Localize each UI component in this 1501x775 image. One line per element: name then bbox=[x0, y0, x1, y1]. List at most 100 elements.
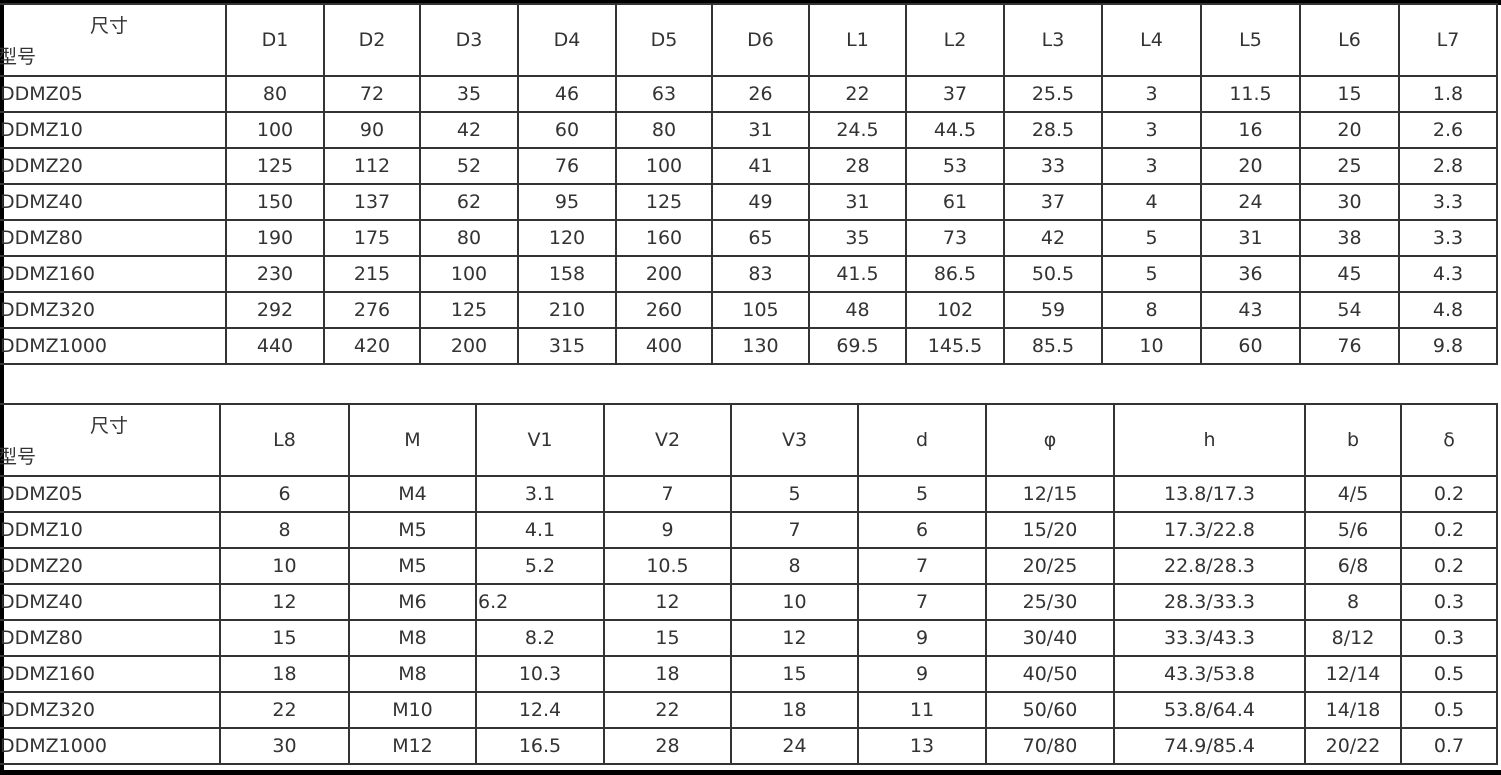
value-cell: 4.8 bbox=[1398, 291, 1498, 329]
value-cell: 5 bbox=[1101, 255, 1202, 293]
value-cell: 43 bbox=[1200, 291, 1301, 329]
column-header: h bbox=[1113, 403, 1306, 477]
value-cell: M10 bbox=[348, 691, 477, 729]
value-cell: 50/60 bbox=[985, 691, 1115, 729]
value-cell: 65 bbox=[711, 219, 810, 257]
model-cell: DDMZ160 bbox=[0, 255, 227, 293]
value-cell: 28.3/33.3 bbox=[1113, 583, 1306, 621]
model-cell: DDMZ10 bbox=[0, 511, 221, 549]
value-cell: M8 bbox=[348, 619, 477, 657]
value-cell: 73 bbox=[905, 219, 1005, 257]
value-cell: 30 bbox=[219, 727, 350, 765]
model-cell: DDMZ20 bbox=[0, 547, 221, 585]
value-cell: 76 bbox=[517, 147, 617, 185]
value-cell: 41 bbox=[711, 147, 810, 185]
value-cell: 25 bbox=[1299, 147, 1400, 185]
value-cell: 0.5 bbox=[1400, 691, 1498, 729]
value-cell: 37 bbox=[905, 75, 1005, 113]
value-cell: 112 bbox=[323, 147, 421, 185]
column-header: D2 bbox=[323, 3, 421, 77]
value-cell: 70/80 bbox=[985, 727, 1115, 765]
value-cell: 69.5 bbox=[808, 327, 907, 365]
column-header: D4 bbox=[517, 3, 617, 77]
value-cell: 9 bbox=[603, 511, 732, 549]
table-row: DDMZ320 22 M10 12.4 22 18 11 50/60 53.8/64.4 14/1… bbox=[0, 691, 1498, 729]
value-cell: M8 bbox=[348, 655, 477, 693]
value-cell: 102 bbox=[905, 291, 1005, 329]
column-header: V2 bbox=[603, 403, 732, 477]
value-cell: 18 bbox=[603, 655, 732, 693]
value-cell: 38 bbox=[1299, 219, 1400, 257]
value-cell: 61 bbox=[905, 183, 1005, 221]
model-cell: DDMZ320 bbox=[0, 291, 227, 329]
corner-header-cell: 尺寸 型号 bbox=[0, 3, 227, 77]
value-cell: 46 bbox=[517, 75, 617, 113]
value-cell: 17.3/22.8 bbox=[1113, 511, 1306, 549]
value-cell: 0.3 bbox=[1400, 619, 1498, 657]
value-cell: 6 bbox=[219, 475, 350, 513]
table-row: DDMZ10 8 M5 4.1 9 7 6 15/20 17.3/22.8 5/6 0.2 bbox=[0, 511, 1498, 549]
value-cell: 33 bbox=[1003, 147, 1103, 185]
model-cell: DDMZ160 bbox=[0, 655, 221, 693]
value-cell: M4 bbox=[348, 475, 477, 513]
table-row: DDMZ05 80 72 35 46 63 26 22 37 25.5 3 11.5 15 1.8 bbox=[0, 75, 1498, 113]
value-cell: 230 bbox=[225, 255, 325, 293]
value-cell: 0.2 bbox=[1400, 475, 1498, 513]
value-cell: 200 bbox=[615, 255, 713, 293]
table-row: DDMZ1000 30 M12 16.5 28 24 13 70/80 74.9/85.4 20/… bbox=[0, 727, 1498, 765]
value-cell: 72 bbox=[323, 75, 421, 113]
size-label: 尺寸 bbox=[90, 15, 129, 37]
value-cell: 74.9/85.4 bbox=[1113, 727, 1306, 765]
value-cell: M12 bbox=[348, 727, 477, 765]
value-cell: 6/8 bbox=[1304, 547, 1402, 585]
value-cell: 83 bbox=[711, 255, 810, 293]
value-cell: 276 bbox=[323, 291, 421, 329]
value-cell: 44.5 bbox=[905, 111, 1005, 149]
value-cell: 35 bbox=[419, 75, 519, 113]
value-cell: 4.3 bbox=[1398, 255, 1498, 293]
value-cell: 18 bbox=[730, 691, 859, 729]
value-cell: 10 bbox=[219, 547, 350, 585]
value-cell: 31 bbox=[711, 111, 810, 149]
value-cell: 12/15 bbox=[985, 475, 1115, 513]
value-cell: 400 bbox=[615, 327, 713, 365]
value-cell: 5.2 bbox=[475, 547, 605, 585]
value-cell: 9.8 bbox=[1398, 327, 1498, 365]
value-cell: 28 bbox=[603, 727, 732, 765]
value-cell: 6.2 bbox=[475, 583, 605, 621]
value-cell: 8 bbox=[219, 511, 350, 549]
value-cell: 158 bbox=[517, 255, 617, 293]
model-cell: DDMZ1000 bbox=[0, 327, 227, 365]
column-header: D5 bbox=[615, 3, 713, 77]
value-cell: 20/25 bbox=[985, 547, 1115, 585]
value-cell: 28 bbox=[808, 147, 907, 185]
model-cell: DDMZ10 bbox=[0, 111, 227, 149]
value-cell: 0.3 bbox=[1400, 583, 1498, 621]
column-header: D3 bbox=[419, 3, 519, 77]
value-cell: 210 bbox=[517, 291, 617, 329]
value-cell: 20 bbox=[1200, 147, 1301, 185]
value-cell: 1.8 bbox=[1398, 75, 1498, 113]
value-cell: 15/20 bbox=[985, 511, 1115, 549]
value-cell: 2.6 bbox=[1398, 111, 1498, 149]
value-cell: 25/30 bbox=[985, 583, 1115, 621]
dimension-table-1: 尺寸 型号 D1 D2 D3 D4 D5 D6 L1 L2 L3 L4 L5 L6 L7 DDMZ05 80 72… bbox=[0, 3, 1498, 365]
value-cell: 0.2 bbox=[1400, 547, 1498, 585]
value-cell: 11 bbox=[857, 691, 987, 729]
table-row: DDMZ80 15 M8 8.2 15 12 9 30/40 33.3/43.3 8/12 0.3 bbox=[0, 619, 1498, 657]
value-cell: 7 bbox=[857, 583, 987, 621]
value-cell: 105 bbox=[711, 291, 810, 329]
value-cell: 7 bbox=[857, 547, 987, 585]
header-row: 尺寸 型号 L8 M V1 V2 V3 d φ h b δ bbox=[0, 403, 1498, 477]
value-cell: 5 bbox=[857, 475, 987, 513]
value-cell: 13 bbox=[857, 727, 987, 765]
value-cell: 80 bbox=[615, 111, 713, 149]
model-cell: DDMZ80 bbox=[0, 219, 227, 257]
column-header: D1 bbox=[225, 3, 325, 77]
column-header: D6 bbox=[711, 3, 810, 77]
value-cell: 12 bbox=[730, 619, 859, 657]
table-row: DDMZ20 125 112 52 76 100 41 28 53 33 3 20 25 2.8 bbox=[0, 147, 1498, 185]
table-row: DDMZ40 12 M6 6.2 12 10 7 25/30 28.3/33.3 8 0.3 bbox=[0, 583, 1498, 621]
value-cell: 3.3 bbox=[1398, 219, 1498, 257]
value-cell: 10 bbox=[1101, 327, 1202, 365]
